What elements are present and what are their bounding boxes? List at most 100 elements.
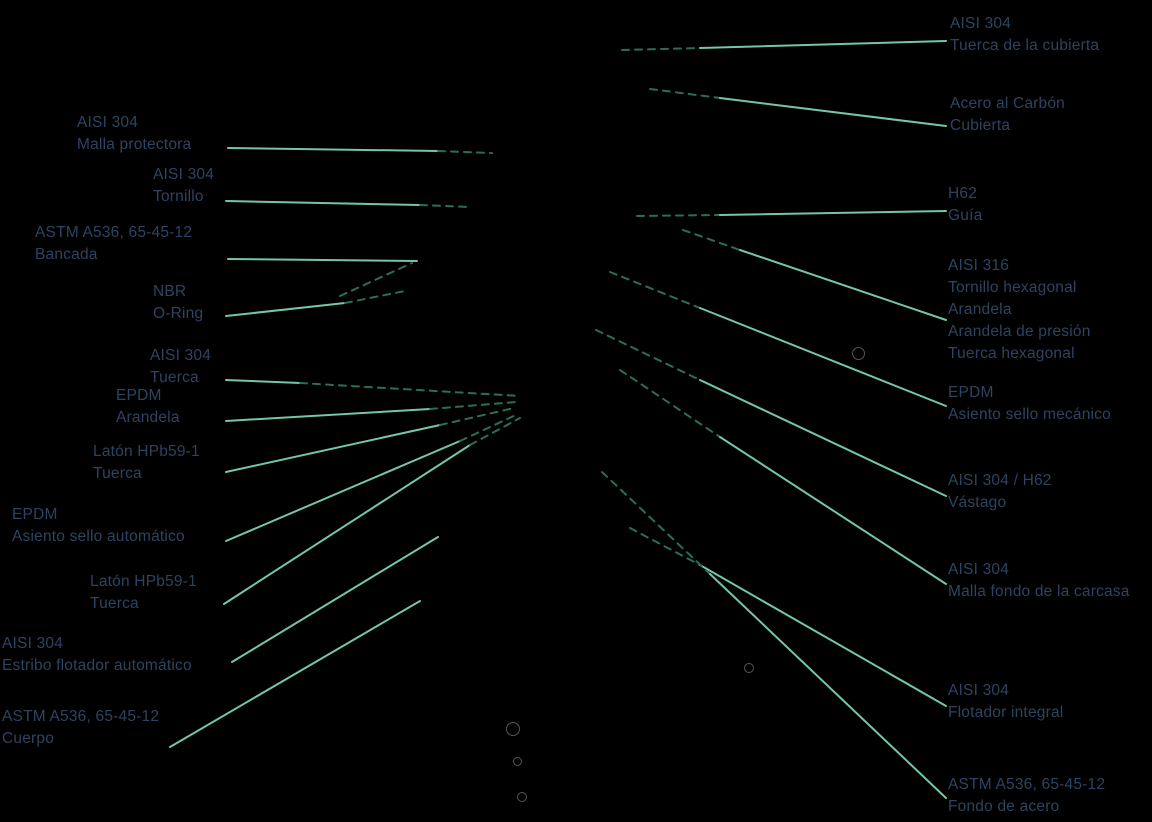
material-line: EPDM [12,506,58,523]
material-line: AISI 304 [948,561,1010,578]
material-line: ASTM A536, 65-45-12 [948,776,1106,793]
leader-line-occluded [339,262,413,297]
material-line: NBR [153,283,187,300]
leader-line-occluded [682,229,741,251]
material-line: AISI 304 [2,635,64,652]
material-line: H62 [948,185,978,202]
leader-line [699,564,947,707]
leader-line-occluded [621,47,701,51]
material-line: AISI 304 [153,166,215,183]
label-guia: H62 Guía [948,183,982,227]
material-line: ASTM A536, 65-45-12 [35,224,193,241]
part-name: Tuerca de la cubierta [950,37,1100,54]
part-name: Arandela [116,409,180,426]
leader-line [227,258,418,262]
part-name: Asiento sello mecánico [948,406,1111,423]
label-malla-protectora: AISI 304 Malla protectora [77,112,191,156]
leader-line [225,379,301,384]
label-malla-fondo: AISI 304 Malla fondo de la carcasa [948,559,1130,603]
leader-line-occluded [439,407,515,426]
material-line: AISI 304 / H62 [948,472,1052,489]
leader-line [169,600,421,748]
material-line: Acero al Carbón [950,95,1066,112]
leader-line [709,573,947,799]
part-name: Bancada [35,246,98,263]
label-fondo: ASTM A536, 65-45-12 Fondo de acero [948,774,1105,818]
leader-line-occluded [595,329,701,381]
leader-line [699,379,947,497]
leader-line [231,536,439,663]
part-name: Arandela [948,301,1012,318]
material-line: AISI 304 [948,682,1010,699]
part-name: Fondo de acero [948,798,1060,815]
leader-line-occluded [629,527,701,566]
label-cuerpo: ASTM A536, 65-45-12 Cuerpo [2,706,159,750]
leader-line [227,147,439,152]
leader-line [223,444,471,605]
leader-line-occluded [469,417,521,446]
part-name: Vástago [948,494,1007,511]
part-name: Asiento sello automático [12,528,185,545]
leader-line [699,40,947,49]
part-name: Malla protectora [77,136,192,153]
leader-line-occluded [429,401,517,410]
leader-line [225,302,346,317]
part-name: Cubierta [950,117,1011,134]
leader-line-occluded [636,214,721,217]
label-tuerca-cubierta: AISI 304 Tuerca de la cubierta [950,13,1099,57]
part-name: Tornillo [153,188,204,205]
part-name: O-Ring [153,305,204,322]
part-name: Tuerca hexagonal [948,345,1075,362]
label-flotador: AISI 304 Flotador integral [948,680,1063,724]
leader-line-occluded [419,204,471,208]
label-o-ring: NBR O-Ring [153,281,203,325]
callout-marker [517,792,527,802]
leader-line [225,200,421,206]
part-name: Arandela de presión [948,323,1091,340]
part-name: Tuerca [93,465,142,482]
material-line: Latón HPb59-1 [93,443,200,460]
label-arandela: EPDM Arandela [116,385,180,429]
callout-marker [506,722,520,736]
leader-line [719,97,947,127]
material-line: AISI 304 [950,15,1012,32]
material-line: AISI 304 [77,114,139,131]
leader-line-occluded [344,290,406,304]
leader-line [699,307,947,407]
callout-marker [744,663,754,673]
leader-line [719,210,947,216]
leader-line-occluded [437,150,493,154]
part-name: Tuerca [150,369,199,386]
part-name: Malla fondo de la carcasa [948,583,1130,600]
leader-line [225,440,461,542]
leader-line-occluded [299,382,521,397]
part-name: Flotador integral [948,704,1064,721]
leader-line-occluded [649,88,721,99]
label-tuerca-3: Latón HPb59-1 Tuerca [90,571,197,615]
part-name: Tornillo hexagonal [948,279,1077,296]
label-tuerca-1: AISI 304 Tuerca [150,345,211,389]
callout-marker [513,757,522,766]
material-line: Latón HPb59-1 [90,573,197,590]
material-line: AISI 316 [948,257,1010,274]
leader-line-occluded [609,271,701,309]
leader-line-occluded [459,413,519,442]
material-line: EPDM [116,387,162,404]
material-line: EPDM [948,384,994,401]
leader-line [739,249,947,321]
label-vastago: AISI 304 / H62 Vástago [948,470,1052,514]
part-name: Cuerpo [2,730,55,747]
leader-line [719,436,947,585]
leader-line [225,408,431,422]
part-name: Estribo flotador automático [2,657,192,674]
leader-line [225,424,441,473]
label-bancada: ASTM A536, 65-45-12 Bancada [35,222,192,266]
label-tornillo: AISI 304 Tornillo [153,164,214,208]
label-estribo-flotador: AISI 304 Estribo flotador automático [2,633,192,677]
callout-marker [852,347,865,360]
label-tuerca-2: Latón HPb59-1 Tuerca [93,441,200,485]
label-cubierta: Acero al Carbón Cubierta [950,93,1065,137]
label-tornilleria-aisi316: AISI 316 Tornillo hexagonal Arandela Ara… [948,255,1091,365]
